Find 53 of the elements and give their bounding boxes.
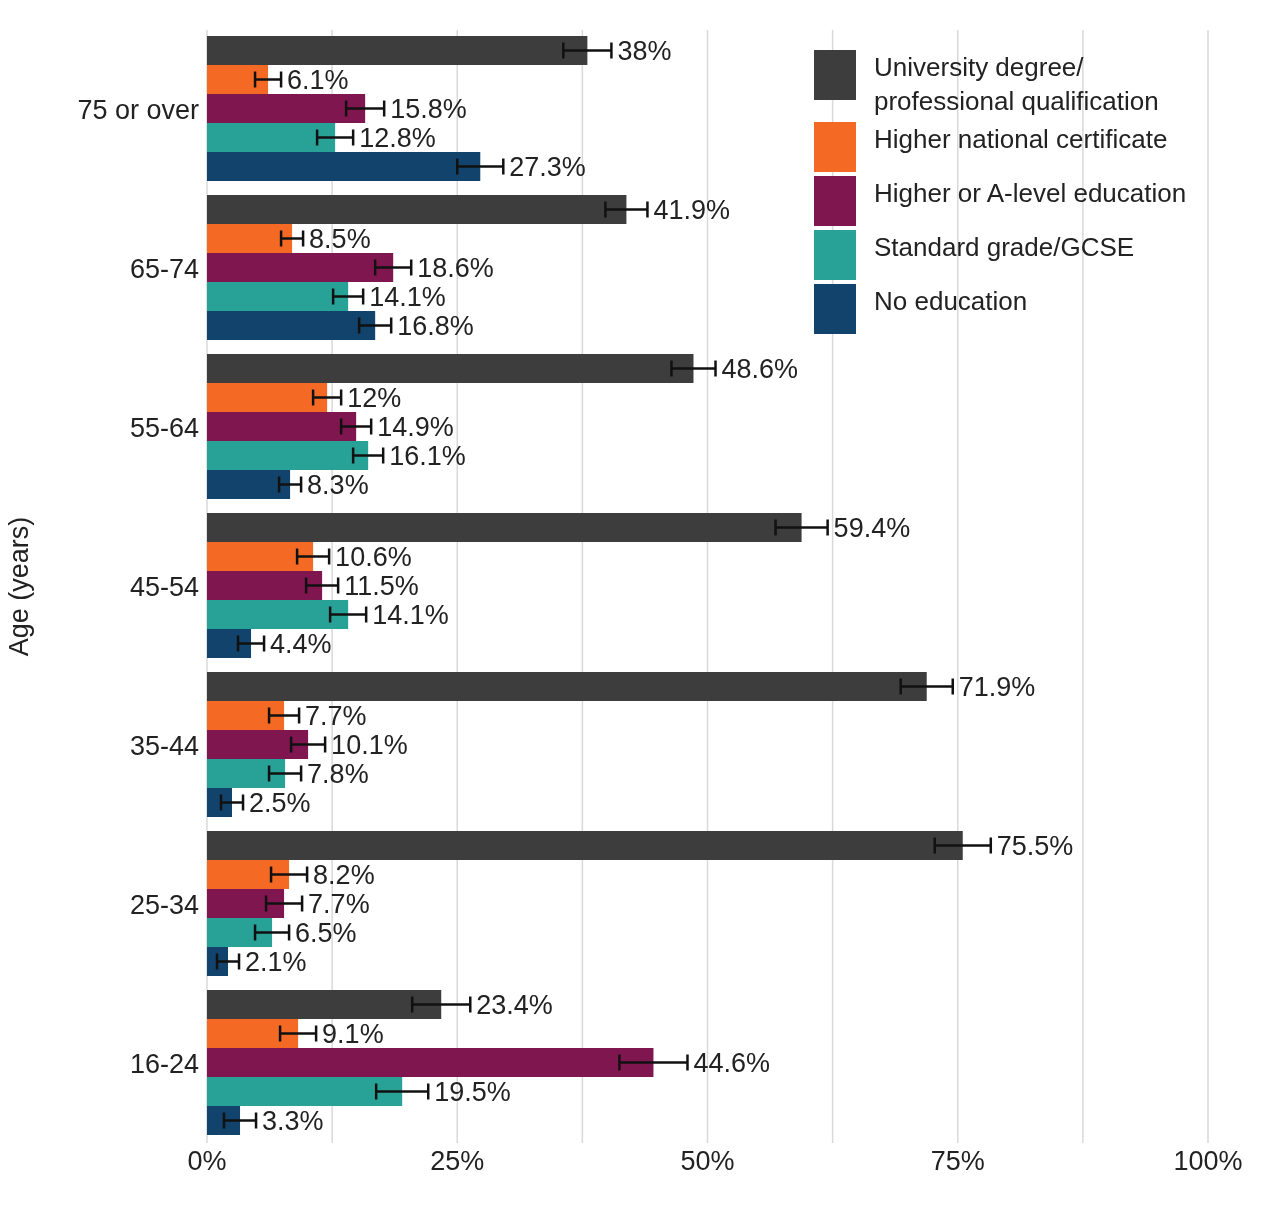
data-label: 10.1% — [331, 729, 408, 760]
data-label: 12% — [347, 382, 402, 413]
legend-label: Standard grade/GCSE — [874, 231, 1136, 264]
data-label: 14.9% — [377, 411, 454, 442]
data-label: 27.3% — [509, 151, 586, 182]
data-label: 4.4% — [270, 628, 332, 659]
data-label: 6.1% — [287, 64, 349, 95]
data-label: 3.3% — [262, 1105, 324, 1136]
data-label: 14.1% — [372, 599, 449, 630]
data-label: 8.2% — [313, 859, 375, 890]
y-axis-title: Age (years) — [3, 516, 34, 657]
y-tick-label: 65-74 — [129, 254, 199, 285]
y-tick-label: 75 or over — [77, 95, 199, 126]
y-tick-label: 16-24 — [129, 1049, 199, 1080]
data-label: 8.5% — [309, 223, 371, 254]
data-label: 9.1% — [322, 1018, 384, 1049]
data-label: 12.8% — [359, 122, 436, 153]
data-label: 75.5% — [996, 830, 1074, 861]
data-label: 10.6% — [335, 541, 412, 572]
x-tick-label: 50% — [680, 1146, 735, 1177]
data-label: 16.1% — [389, 440, 466, 471]
data-label: 15.8% — [390, 93, 467, 124]
data-label: 14.1% — [369, 281, 446, 312]
data-label: 6.5% — [295, 917, 357, 948]
data-label: 48.6% — [721, 353, 799, 384]
legend-label: Higher national certificate — [874, 123, 1169, 156]
legend-label: Higher or A-level education — [874, 177, 1188, 210]
data-label: 7.7% — [305, 700, 367, 731]
legend-label: University degree/ professional qualification — [874, 51, 1160, 118]
data-label: 44.6% — [693, 1047, 771, 1078]
data-label: 38% — [617, 35, 672, 66]
legend-label: No education — [874, 285, 1029, 318]
data-label: 59.4% — [833, 512, 911, 543]
x-tick-label: 100% — [1173, 1146, 1243, 1177]
y-tick-label: 25-34 — [129, 890, 199, 921]
y-tick-label: 35-44 — [129, 731, 199, 762]
data-label: 23.4% — [476, 989, 553, 1020]
x-tick-label: 0% — [187, 1146, 227, 1177]
data-label: 7.8% — [307, 758, 369, 789]
y-tick-label: 55-64 — [129, 413, 199, 444]
data-label: 71.9% — [958, 671, 1036, 702]
data-label: 16.8% — [397, 310, 474, 341]
x-tick-label: 25% — [430, 1146, 485, 1177]
data-label: 19.5% — [434, 1076, 511, 1107]
data-label: 7.7% — [308, 888, 370, 919]
y-tick-label: 45-54 — [129, 572, 199, 603]
data-label: 41.9% — [653, 194, 730, 225]
data-label: 11.5% — [344, 570, 419, 601]
data-label: 8.3% — [307, 469, 369, 500]
data-label: 2.5% — [249, 787, 311, 818]
data-label: 2.1% — [245, 946, 307, 977]
x-tick-label: 75% — [930, 1146, 985, 1177]
data-label: 18.6% — [417, 252, 494, 283]
